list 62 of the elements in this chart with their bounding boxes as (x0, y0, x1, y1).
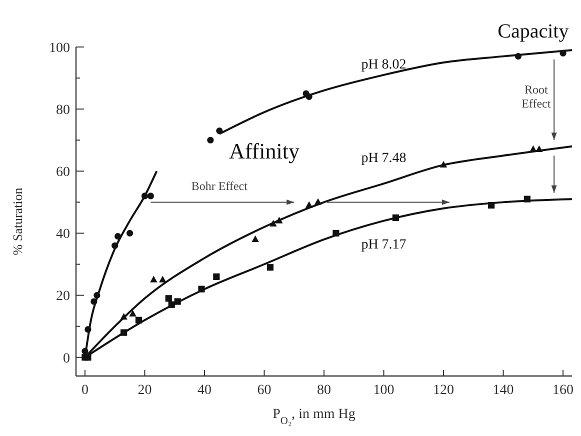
x-axis-title: P$_{O₂}$, in mm Hg (272, 407, 356, 426)
y-axis-title: % Saturation (10, 187, 25, 256)
annotation: Affinity (229, 138, 300, 164)
x-tick-label: 80 (317, 383, 331, 398)
point (198, 286, 205, 292)
point (216, 128, 223, 134)
point (150, 276, 158, 282)
point (120, 313, 128, 320)
point (112, 242, 118, 249)
point (168, 301, 175, 308)
y-tick-label: 40 (56, 227, 70, 242)
point (114, 233, 122, 240)
point (207, 136, 214, 144)
annotation: pH 7.17 (361, 238, 406, 253)
y-tick-label: 0 (63, 351, 70, 366)
point (126, 230, 134, 237)
point (84, 354, 92, 361)
x-tick-label: 120 (433, 383, 454, 398)
point (90, 298, 98, 305)
x-tick-label: 160 (552, 383, 574, 398)
x-tick-label: 40 (197, 383, 212, 398)
y-tick-label: 80 (56, 102, 70, 118)
point (165, 295, 172, 302)
annotation: pH 8.02 (361, 58, 406, 73)
point (305, 201, 313, 208)
point (159, 276, 166, 282)
point (270, 220, 277, 227)
point (82, 348, 88, 354)
point (524, 196, 530, 202)
point (213, 273, 220, 280)
point (94, 292, 100, 299)
point (306, 93, 312, 100)
point (141, 192, 148, 200)
x-tick-label: 20 (138, 383, 152, 398)
point (488, 202, 495, 209)
y-tick-label: 20 (56, 289, 70, 304)
point (84, 326, 92, 333)
point (252, 235, 259, 242)
point (560, 50, 566, 57)
point (332, 230, 340, 237)
point (174, 298, 181, 305)
point (120, 329, 128, 336)
point (314, 198, 322, 205)
point (266, 264, 274, 271)
text: Capacity (498, 20, 569, 43)
point (536, 145, 543, 152)
point (514, 53, 522, 60)
annotation: Root Effect (522, 82, 552, 110)
x-tick-label: 100 (373, 383, 394, 398)
annotation: Bohr Effect (191, 178, 248, 193)
point (392, 214, 400, 222)
point (276, 216, 283, 224)
point (129, 310, 136, 317)
x-tick-label: 0 (81, 383, 88, 398)
y-tick-label: 60 (56, 165, 70, 180)
x-tick-label: 140 (492, 383, 514, 398)
point (135, 316, 142, 324)
point (440, 160, 448, 168)
annotation: pH 7.48 (361, 150, 406, 166)
x-tick-label: 60 (257, 383, 272, 398)
y-tick-label: 100 (49, 40, 70, 56)
point (147, 192, 154, 200)
